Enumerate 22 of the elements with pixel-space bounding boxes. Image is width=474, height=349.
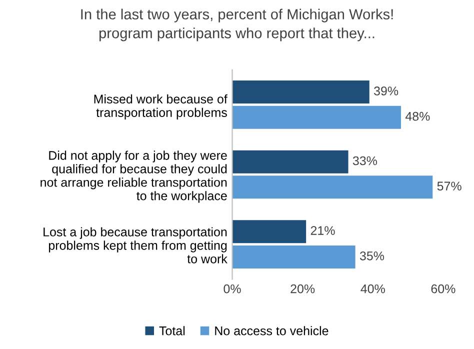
y-tick-label: Lost a job because transportation problems kept them from getting to work <box>44 227 228 264</box>
data-label: 35% <box>360 251 384 260</box>
bar <box>232 176 433 199</box>
chart-title: In the last two years, percent of Michigan Works! program participants who report that they... <box>81 8 393 42</box>
x-tick-label: 0% <box>224 284 241 294</box>
bar <box>232 150 348 174</box>
y-tick-label: Missed work because of transportation problems <box>94 94 228 120</box>
data-label: 21% <box>310 226 335 235</box>
bar <box>232 220 306 244</box>
data-label: 48% <box>405 112 430 121</box>
bar <box>232 80 370 104</box>
data-label: 33% <box>352 156 378 166</box>
data-label: 57% <box>437 182 462 191</box>
legend-label: Total <box>159 326 185 336</box>
x-tick-label: 20% <box>290 284 315 294</box>
y-tick-label: Did not apply for a job they were qualified for because they could not arrange reliable transportation to the workplace <box>40 150 227 203</box>
data-label: 39% <box>374 86 398 96</box>
x-tick-label: 60% <box>431 284 456 294</box>
bar <box>232 106 402 129</box>
bar <box>232 245 356 268</box>
legend-label: No access to vehicle <box>215 326 328 336</box>
x-tick-label: 40% <box>360 284 385 294</box>
